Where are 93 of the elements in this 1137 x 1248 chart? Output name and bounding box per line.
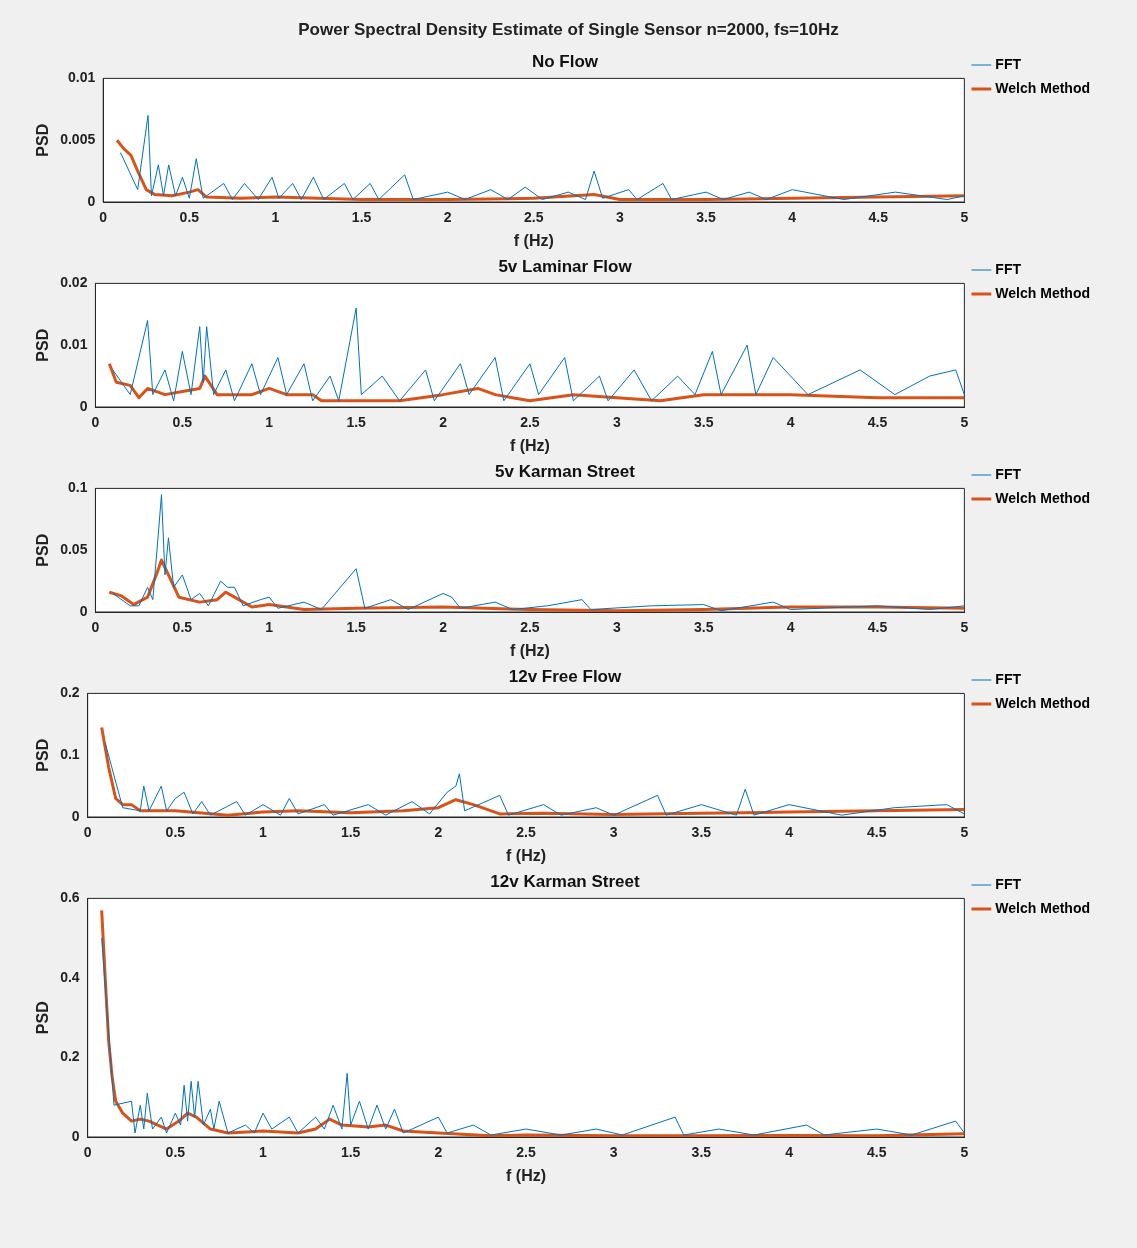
x-tick-label: 3.5 bbox=[696, 209, 716, 226]
x-tick-label: 2.5 bbox=[524, 209, 544, 226]
x-tick-label: 0.5 bbox=[179, 209, 200, 226]
x-tick-label: 1 bbox=[259, 1144, 268, 1161]
x-axis-title: f (Hz) bbox=[506, 1166, 547, 1184]
x-tick-label: 3 bbox=[612, 619, 621, 636]
y-tick-label: 0.1 bbox=[60, 746, 80, 763]
x-tick-label: 0.5 bbox=[172, 414, 193, 431]
x-tick-label: 1.5 bbox=[351, 209, 372, 226]
x-tick-label: 4 bbox=[785, 1144, 794, 1161]
y-tick-label: 0.01 bbox=[67, 69, 96, 86]
x-tick-label: 1.5 bbox=[346, 619, 367, 636]
y-tick-label: 0.2 bbox=[60, 1048, 80, 1065]
legend-label: FFT bbox=[995, 260, 1022, 277]
x-axis-title: f (Hz) bbox=[513, 231, 554, 249]
x-tick-label: 5 bbox=[960, 414, 969, 431]
x-tick-label: 4.5 bbox=[867, 414, 888, 431]
chart-title: 5v Karman Street bbox=[495, 461, 636, 481]
y-axis-title: PSD bbox=[34, 1001, 52, 1035]
x-axis-title: f (Hz) bbox=[509, 641, 550, 659]
x-tick-label: 1.5 bbox=[346, 414, 367, 431]
legend-label: FFT bbox=[995, 465, 1022, 482]
x-tick-label: 2 bbox=[434, 1144, 443, 1161]
x-tick-label: 1 bbox=[259, 824, 268, 841]
y-tick-label: 0.2 bbox=[60, 684, 80, 701]
x-tick-label: 1 bbox=[265, 414, 274, 431]
chart-title: No Flow bbox=[531, 51, 599, 71]
y-tick-label: 0 bbox=[71, 1127, 80, 1144]
x-axis-title: f (Hz) bbox=[506, 846, 547, 864]
x-tick-label: 0.5 bbox=[165, 824, 186, 841]
x-tick-label: 5 bbox=[960, 824, 969, 841]
y-tick-label: 0.4 bbox=[60, 968, 80, 985]
x-tick-label: 0.5 bbox=[165, 1144, 186, 1161]
text: Power Spectral Density Estimate of Single Sensor n=2000, fs=10Hz bbox=[297, 20, 840, 40]
y-tick-label: 0.1 bbox=[67, 479, 88, 496]
x-tick-label: 5 bbox=[960, 209, 969, 226]
y-axis-title: PSD bbox=[34, 328, 52, 362]
x-tick-label: 4 bbox=[786, 619, 795, 636]
x-tick-label: 3.5 bbox=[693, 619, 714, 636]
x-tick-label: 3 bbox=[609, 824, 618, 841]
y-tick-label: 0.02 bbox=[60, 274, 88, 291]
legend-label: Welch Method bbox=[995, 899, 1091, 916]
legend-label: FFT bbox=[995, 55, 1022, 72]
legend-label: FFT bbox=[995, 670, 1022, 687]
legend-label: Welch Method bbox=[995, 284, 1091, 301]
x-tick-label: 1 bbox=[271, 209, 280, 226]
legend-label: Welch Method bbox=[995, 79, 1091, 96]
x-tick-label: 4 bbox=[786, 414, 795, 431]
x-tick-label: 3.5 bbox=[693, 414, 714, 431]
x-tick-label: 1 bbox=[265, 619, 274, 636]
x-tick-label: 3 bbox=[609, 1144, 618, 1161]
x-tick-label: 3.5 bbox=[691, 1144, 712, 1161]
x-tick-label: 0.5 bbox=[172, 619, 193, 636]
y-axis-title: PSD bbox=[34, 533, 52, 567]
y-tick-label: 0.05 bbox=[60, 541, 88, 558]
chart-title: 5v Laminar Flow bbox=[498, 256, 633, 276]
x-tick-label: 3 bbox=[616, 209, 625, 226]
x-tick-label: 4.5 bbox=[866, 1144, 887, 1161]
x-tick-label: 2 bbox=[439, 619, 448, 636]
y-tick-label: 0.6 bbox=[60, 889, 80, 906]
x-tick-label: 2.5 bbox=[516, 824, 536, 841]
x-tick-label: 2 bbox=[439, 414, 448, 431]
x-tick-label: 3.5 bbox=[691, 824, 712, 841]
x-tick-label: 5 bbox=[960, 1144, 969, 1161]
x-tick-label: 4.5 bbox=[866, 824, 887, 841]
x-tick-label: 2.5 bbox=[520, 414, 540, 431]
y-tick-label: 0.005 bbox=[60, 131, 96, 148]
chart-title: 12v Karman Street bbox=[490, 871, 640, 891]
x-tick-label: 4.5 bbox=[867, 619, 888, 636]
y-tick-label: 0.01 bbox=[60, 336, 88, 353]
x-tick-label: 3 bbox=[612, 414, 621, 431]
x-tick-label: 2 bbox=[443, 209, 452, 226]
y-tick-label: 0 bbox=[87, 192, 96, 209]
x-tick-label: 2 bbox=[434, 824, 443, 841]
y-tick-label: 0 bbox=[79, 397, 88, 414]
x-tick-label: 4 bbox=[788, 209, 797, 226]
x-tick-label: 1.5 bbox=[340, 824, 361, 841]
y-axis-title: PSD bbox=[34, 123, 52, 157]
x-tick-label: 4.5 bbox=[868, 209, 889, 226]
x-tick-label: 2.5 bbox=[516, 1144, 536, 1161]
x-tick-label: 4 bbox=[785, 824, 794, 841]
y-tick-label: 0 bbox=[79, 602, 88, 619]
x-tick-label: 0 bbox=[99, 209, 108, 226]
legend-label: Welch Method bbox=[995, 694, 1091, 711]
chart-title: 12v Free Flow bbox=[508, 666, 622, 686]
x-tick-label: 2.5 bbox=[520, 619, 540, 636]
y-tick-label: 0 bbox=[71, 807, 80, 824]
x-axis-title: f (Hz) bbox=[509, 436, 550, 454]
legend-label: FFT bbox=[995, 875, 1022, 892]
legend-label: Welch Method bbox=[995, 489, 1091, 506]
x-tick-label: 5 bbox=[960, 619, 969, 636]
y-axis-title: PSD bbox=[34, 738, 52, 772]
x-tick-label: 1.5 bbox=[340, 1144, 361, 1161]
